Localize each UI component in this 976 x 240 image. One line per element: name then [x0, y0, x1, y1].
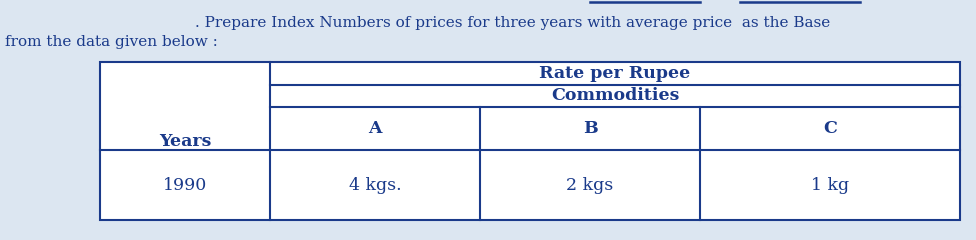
- Text: . Prepare Index Numbers of prices for three years with average price  as the Bas: . Prepare Index Numbers of prices for th…: [195, 16, 831, 30]
- Text: B: B: [583, 120, 597, 137]
- Text: 1990: 1990: [163, 176, 207, 193]
- Text: Years: Years: [159, 132, 211, 150]
- Text: Rate per Rupee: Rate per Rupee: [540, 65, 691, 82]
- Text: from the data given below :: from the data given below :: [5, 35, 218, 49]
- Text: 1 kg: 1 kg: [811, 176, 849, 193]
- Text: Commodities: Commodities: [550, 87, 679, 104]
- Bar: [100, 62, 960, 220]
- Text: 4 kgs.: 4 kgs.: [348, 176, 401, 193]
- Text: 2 kgs: 2 kgs: [566, 176, 614, 193]
- Text: A: A: [368, 120, 382, 137]
- Text: C: C: [823, 120, 837, 137]
